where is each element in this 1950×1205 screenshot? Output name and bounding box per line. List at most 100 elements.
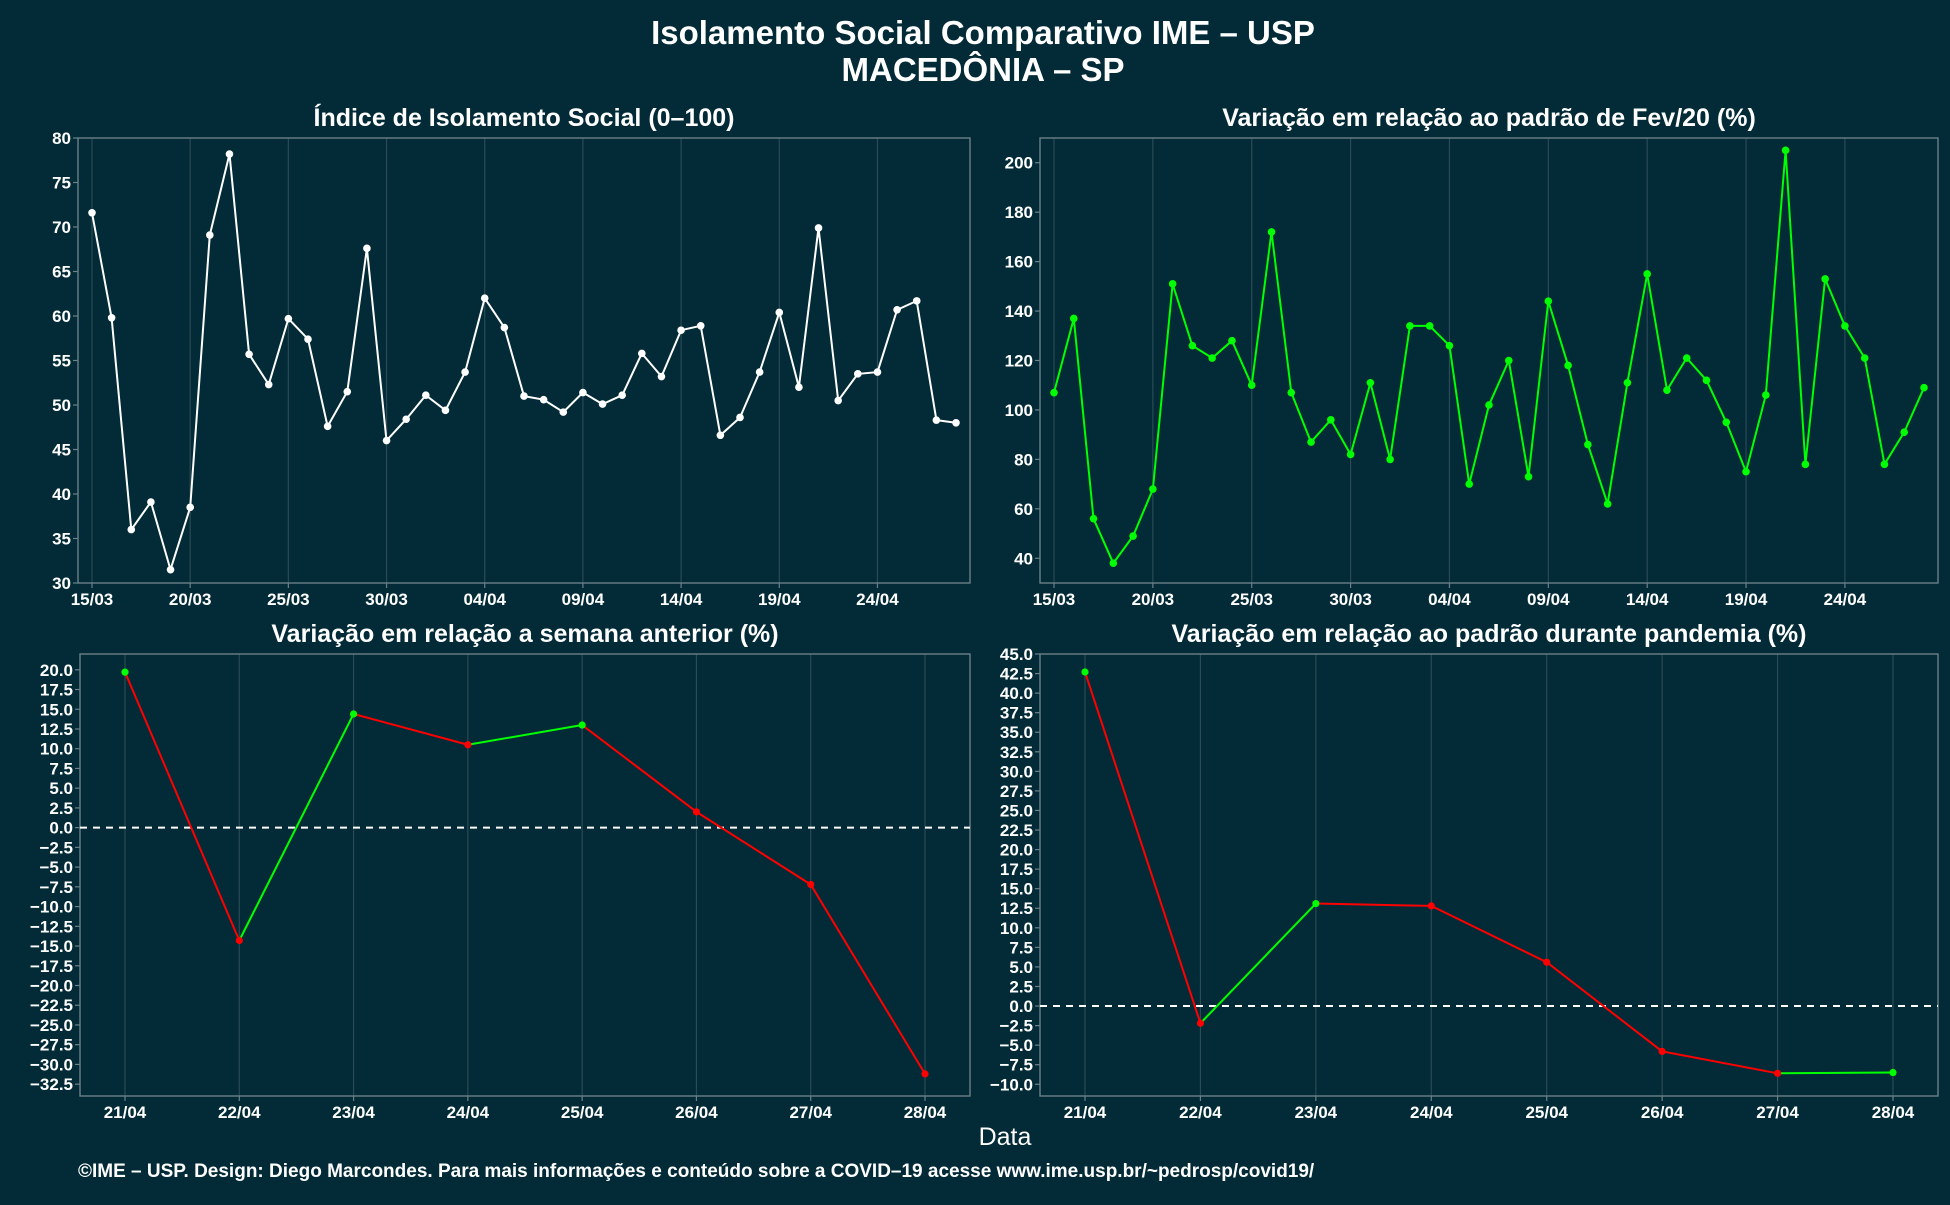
chart-panel-1: Índice de Isolamento Social (0–100) 30 35 4… <box>52 103 971 609</box>
y-tick-label: −5.0 <box>999 1036 1033 1055</box>
data-point <box>441 406 450 415</box>
data-point <box>716 431 725 440</box>
data-point <box>1287 388 1296 397</box>
data-point <box>1658 1047 1666 1056</box>
x-tick-label: 14/04 <box>660 590 703 609</box>
data-point <box>1584 440 1592 449</box>
y-tick-label: −17.5 <box>30 957 73 976</box>
data-point <box>598 400 607 408</box>
data-point <box>349 710 358 718</box>
y-tick-label: 5.0 <box>49 779 73 798</box>
data-point <box>402 415 410 424</box>
data-point <box>1168 280 1177 288</box>
panel-title: Variação em relação ao padrão durante pa… <box>1172 620 1807 648</box>
y-tick-label: −20.0 <box>30 977 73 996</box>
data-point <box>304 335 312 343</box>
data-point <box>206 231 214 239</box>
data-point <box>1860 354 1869 362</box>
data-point <box>343 387 352 396</box>
data-point <box>1920 383 1928 392</box>
y-tick-label: −5.0 <box>39 858 73 877</box>
y-tick-label: 50 <box>52 396 71 415</box>
data-point <box>186 503 194 512</box>
data-point <box>1069 314 1078 323</box>
data-point <box>1722 418 1731 427</box>
data-point <box>1267 228 1276 236</box>
data-point <box>1880 460 1889 469</box>
data-point <box>559 408 568 416</box>
y-tick-label: −15.0 <box>30 937 73 956</box>
y-tick-label: 20.0 <box>40 661 73 680</box>
data-point <box>1465 480 1474 488</box>
x-tick-label: 15/03 <box>1033 590 1076 609</box>
y-tick-label: −7.5 <box>999 1056 1033 1075</box>
data-point <box>500 323 509 332</box>
data-point <box>166 565 175 574</box>
data-point <box>121 668 129 676</box>
y-tick-label: 45.0 <box>1000 645 1033 664</box>
y-tick-label: −32.5 <box>30 1075 73 1094</box>
series-segment <box>353 713 469 746</box>
y-tick-label: 0.0 <box>49 819 73 838</box>
data-point <box>1623 378 1632 387</box>
y-tick-label: 25.0 <box>1000 801 1033 820</box>
x-tick-label: 30/03 <box>1329 590 1372 609</box>
data-point <box>520 392 528 400</box>
series-segment <box>124 671 241 941</box>
data-point <box>264 380 273 389</box>
x-tick-label: 21/04 <box>1064 1103 1107 1122</box>
data-point <box>1427 902 1435 910</box>
data-point <box>323 422 332 431</box>
y-tick-label: 2.5 <box>1009 977 1033 996</box>
data-point <box>952 419 960 427</box>
x-tick-label: 24/04 <box>1824 590 1867 609</box>
series-segment <box>581 724 698 813</box>
y-tick-label: 0.0 <box>1009 997 1033 1016</box>
data-point <box>1129 532 1137 540</box>
series-segment <box>1661 1050 1778 1075</box>
data-point <box>1228 336 1236 345</box>
data-point <box>921 1070 929 1078</box>
data-point <box>1109 559 1118 568</box>
data-point <box>578 721 586 729</box>
y-tick-label: 30 <box>52 574 71 593</box>
data-point <box>736 413 744 422</box>
x-tick-label: 20/03 <box>1132 590 1175 609</box>
data-point <box>1702 376 1711 385</box>
data-point <box>1366 378 1375 387</box>
x-tick-label: 25/04 <box>1525 1103 1568 1122</box>
x-axis-label: Data <box>979 1123 1032 1151</box>
data-point <box>795 383 803 392</box>
y-tick-label: −10.0 <box>990 1075 1033 1094</box>
panel-title: Variação em relação ao padrão de Fev/20 … <box>1222 104 1756 132</box>
data-point <box>677 326 685 335</box>
series-segment <box>1777 1071 1894 1075</box>
y-tick-label: 27.5 <box>1000 782 1033 801</box>
data-point <box>363 244 371 253</box>
data-point <box>1889 1068 1897 1077</box>
y-tick-label: 17.5 <box>1000 860 1033 879</box>
data-point <box>382 436 391 445</box>
y-tick-label: 70 <box>52 218 71 237</box>
series-segment <box>1315 902 1432 907</box>
y-tick-label: 140 <box>1005 302 1033 321</box>
series-segment <box>238 713 355 941</box>
y-tick-label: 20.0 <box>1000 841 1033 860</box>
x-tick-label: 22/04 <box>218 1103 261 1122</box>
data-point <box>147 498 155 506</box>
data-point <box>912 297 921 305</box>
x-tick-label: 15/03 <box>71 590 114 609</box>
data-point <box>1425 322 1434 330</box>
y-tick-label: 15.0 <box>40 700 73 719</box>
x-tick-label: 04/04 <box>1428 590 1471 609</box>
data-point <box>284 314 293 323</box>
data-point <box>1307 438 1315 446</box>
x-tick-label: 04/04 <box>463 590 506 609</box>
data-point <box>1208 354 1216 362</box>
data-point <box>1149 485 1157 493</box>
y-tick-label: 2.5 <box>49 799 73 818</box>
x-tick-label: 24/04 <box>447 1103 490 1122</box>
y-tick-label: 40 <box>52 485 71 504</box>
x-tick-label: 09/04 <box>1527 590 1570 609</box>
